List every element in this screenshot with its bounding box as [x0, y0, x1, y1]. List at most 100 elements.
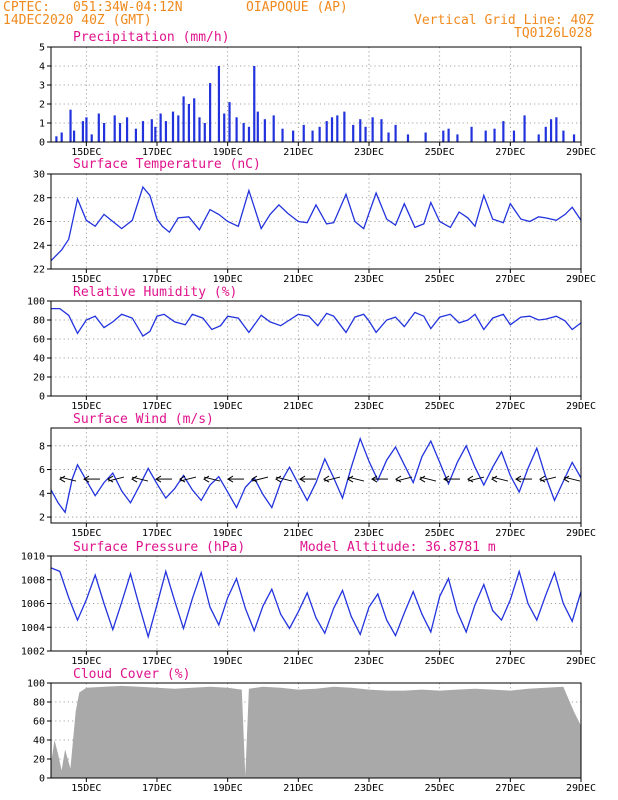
temp-xtick-label: 27DEC — [495, 274, 525, 285]
wind-ytick-label: 8 — [39, 441, 45, 452]
wind-ytick-label: 6 — [39, 465, 45, 476]
wind-arrow — [131, 475, 149, 483]
wind-xtick-label: 27DEC — [495, 528, 525, 539]
precip-bar — [187, 104, 190, 142]
wind-arrow — [107, 475, 125, 483]
precip-bar — [544, 126, 547, 142]
humidity-xtick-label: 29DEC — [566, 401, 596, 412]
wind-arrow — [371, 475, 388, 483]
wind-frame — [50, 427, 582, 524]
pressure-title: Surface Pressure (hPa) — [73, 540, 245, 555]
wind-ytick-label: 2 — [39, 513, 45, 524]
cloud-ytick-label: 40 — [33, 736, 45, 747]
wind-arrow — [275, 475, 293, 483]
wind-panel: 2 4 6 8 15DEC 17DEC 19DEC 21DEC 23DEC 25DEC 27DEC 2… — [39, 427, 596, 539]
humidity-ytick-label: 0 — [39, 392, 45, 403]
precip-bar — [281, 128, 284, 142]
precip-bar — [302, 124, 305, 142]
pressure-panel: 1002 1004 1006 1008 1010 15DEC 17DEC 19DEC 21DEC… — [21, 552, 596, 668]
precip-ytick-label: 5 — [39, 43, 45, 54]
precip-bar — [318, 126, 321, 142]
cloud-xtick-label: 27DEC — [495, 783, 525, 794]
wind-arrow — [299, 475, 316, 483]
precip-bar — [359, 119, 362, 142]
precip-bar — [549, 119, 553, 142]
temp-panel: 22 24 26 28 30 15DEC 17DEC 19DEC 21DEC 23DEC 25DEC… — [33, 170, 596, 286]
precip-bar — [537, 134, 540, 142]
pressure-ytick-label: 1010 — [21, 552, 45, 563]
cloud-frame — [50, 682, 582, 779]
temp-xtick-label: 25DEC — [425, 274, 455, 285]
temp-ytick-label: 22 — [33, 265, 45, 276]
pressure-line — [50, 567, 582, 640]
wind-arrow — [155, 475, 172, 483]
humidity-frame — [50, 300, 582, 397]
precip-bar — [55, 136, 58, 142]
pressure-ytick-label: 1002 — [21, 647, 45, 658]
humidity-line — [51, 307, 582, 338]
temp-xtick-label: 23DEC — [354, 274, 384, 285]
pressure-xtick-label: 19DEC — [213, 656, 243, 667]
precip-bar — [85, 117, 88, 142]
cloud-xtick-label: 15DEC — [71, 783, 101, 794]
header-org: CPTEC: — [3, 0, 50, 15]
precip-xtick-label: 29DEC — [566, 147, 596, 158]
precip-ytick-label: 1 — [39, 119, 45, 130]
temp-ytick-label: 26 — [33, 217, 45, 228]
precip-xtick-label: 19DEC — [213, 147, 243, 158]
cloud-xtick-label: 25DEC — [425, 783, 455, 794]
precip-bar — [387, 132, 390, 142]
cloud-ytick-label: 60 — [33, 717, 45, 728]
wind-xtick-label: 21DEC — [283, 528, 313, 539]
temp-xtick-label: 15DEC — [71, 274, 101, 285]
precip-bar — [177, 115, 180, 142]
precip-bar — [69, 109, 72, 142]
pressure-xtick-label: 25DEC — [425, 656, 455, 667]
precip-bar — [394, 124, 397, 142]
humidity-xtick-label: 15DEC — [71, 401, 101, 412]
precip-bar — [72, 130, 76, 142]
wind-line — [50, 436, 582, 514]
precip-bar — [60, 132, 63, 142]
humidity-xtick-label: 27DEC — [495, 401, 525, 412]
temp-ytick-label: 28 — [33, 193, 45, 204]
precip-bar — [193, 98, 196, 142]
cloud-xtick-label: 21DEC — [283, 783, 313, 794]
wind-arrow — [419, 475, 437, 483]
humidity-ytick-label: 40 — [33, 354, 45, 365]
wind-arrow — [179, 475, 197, 483]
wind-arrow — [83, 475, 100, 483]
precip-bar — [256, 111, 259, 142]
wind-arrow — [251, 475, 269, 483]
cloud-area — [51, 685, 581, 778]
humidity-xtick-label: 21DEC — [283, 401, 313, 412]
wind-xtick-label: 19DEC — [213, 528, 243, 539]
wind-xtick-label: 29DEC — [566, 528, 596, 539]
precip-xtick-label: 27DEC — [495, 147, 525, 158]
precip-bar — [371, 117, 374, 142]
precip-bar — [330, 117, 334, 142]
precip-bar — [81, 121, 84, 142]
pressure-xtick-label: 27DEC — [495, 656, 525, 667]
precip-panel: 0 1 2 3 4 5 15DEC 17DEC 19DEC 21DEC 23DEC 25DEC 27DE… — [39, 43, 596, 159]
precip-bar — [103, 123, 106, 142]
precip-bar — [118, 123, 122, 142]
precip-bar — [555, 117, 558, 142]
precip-bar — [406, 134, 410, 142]
pressure-xtick-label: 29DEC — [566, 656, 596, 667]
humidity-xtick-label: 19DEC — [213, 401, 243, 412]
precip-frame — [50, 46, 582, 143]
precip-xtick-label: 17DEC — [142, 147, 172, 158]
wind-arrow — [539, 475, 557, 483]
precip-ytick-label: 3 — [39, 81, 45, 92]
pressure-ytick-label: 1006 — [21, 599, 45, 610]
header-code: TQ0126L028 — [514, 26, 592, 41]
precip-ytick-label: 0 — [39, 138, 45, 149]
precip-bar — [493, 128, 496, 142]
precip-bar — [424, 132, 427, 142]
pressure-xtick-label: 21DEC — [283, 656, 313, 667]
wind-xtick-label: 15DEC — [71, 528, 101, 539]
wind-ytick-label: 4 — [39, 489, 45, 500]
precip-bar — [325, 121, 328, 142]
